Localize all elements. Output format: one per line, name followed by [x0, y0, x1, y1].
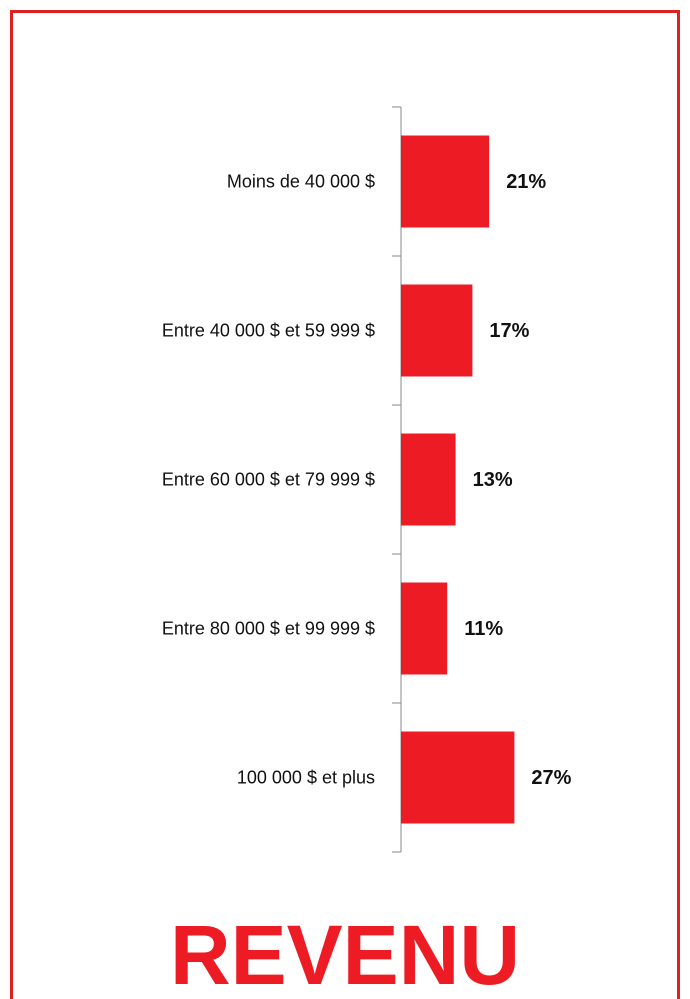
frame: [10, 10, 680, 999]
value-label: 21%: [506, 171, 546, 193]
bar: [401, 135, 490, 228]
value-label: 11%: [464, 618, 503, 640]
category-label: 100 000 $ et plus: [237, 767, 375, 787]
category-label: Entre 40 000 $ et 59 999 $: [162, 320, 375, 340]
bar: [401, 582, 448, 675]
bar: [401, 731, 515, 824]
value-label: 27%: [531, 767, 571, 789]
value-label: 13%: [473, 469, 513, 491]
category-label: Entre 60 000 $ et 79 999 $: [162, 469, 375, 489]
category-label: Entre 80 000 $ et 99 999 $: [162, 618, 375, 638]
bar: [401, 433, 456, 526]
bar: [401, 284, 473, 377]
chart-title: REVENU: [170, 908, 520, 999]
category-label: Moins de 40 000 $: [227, 171, 375, 191]
value-label: 17%: [489, 320, 529, 342]
